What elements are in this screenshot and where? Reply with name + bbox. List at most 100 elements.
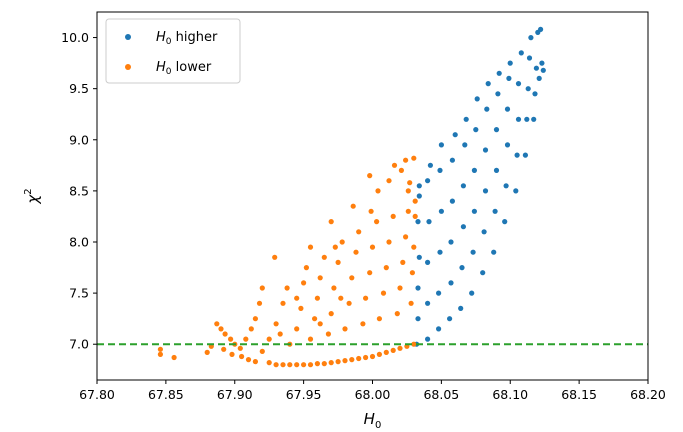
point-higher bbox=[515, 81, 522, 87]
point-lower bbox=[252, 316, 258, 322]
point-higher bbox=[469, 290, 475, 296]
point-higher bbox=[416, 193, 422, 199]
point-higher bbox=[540, 67, 546, 73]
point-higher bbox=[471, 167, 477, 173]
point-lower bbox=[356, 229, 362, 235]
legend: H0 higher H0 lower bbox=[105, 18, 241, 84]
point-higher bbox=[436, 290, 442, 296]
point-higher bbox=[536, 75, 542, 81]
point-lower bbox=[349, 357, 355, 363]
x-axis-label: H0 bbox=[364, 410, 382, 431]
point-higher bbox=[471, 208, 477, 214]
point-higher bbox=[452, 132, 458, 138]
point-lower bbox=[284, 285, 290, 291]
point-lower bbox=[171, 354, 177, 361]
point-lower bbox=[332, 244, 338, 250]
point-lower bbox=[272, 254, 278, 260]
point-lower bbox=[408, 300, 414, 306]
point-higher bbox=[480, 270, 486, 276]
point-lower bbox=[325, 331, 331, 337]
point-lower bbox=[314, 361, 320, 367]
point-lower bbox=[222, 331, 228, 337]
point-higher bbox=[532, 91, 538, 97]
point-higher bbox=[492, 208, 498, 214]
point-higher bbox=[473, 127, 479, 133]
point-lower bbox=[411, 341, 417, 347]
point-higher bbox=[437, 249, 443, 255]
point-lower bbox=[403, 157, 409, 163]
x-tick-label: 67.85 bbox=[148, 387, 184, 402]
x-tick-label: 68.10 bbox=[492, 387, 528, 402]
point-lower bbox=[397, 285, 403, 291]
point-lower bbox=[237, 345, 243, 351]
y-tick-label: 7.5 bbox=[69, 286, 89, 301]
point-lower bbox=[367, 270, 373, 276]
point-lower bbox=[386, 239, 392, 245]
x-tick-label: 68.05 bbox=[423, 387, 459, 402]
point-higher bbox=[526, 55, 533, 61]
y-tick-label: 8.0 bbox=[69, 235, 89, 250]
x-tick-label: 67.80 bbox=[79, 387, 115, 402]
point-lower bbox=[350, 203, 356, 209]
point-lower bbox=[380, 290, 387, 296]
point-higher bbox=[416, 183, 422, 189]
point-higher bbox=[470, 249, 476, 255]
point-lower bbox=[307, 244, 314, 250]
point-higher bbox=[481, 229, 487, 235]
point-lower bbox=[342, 326, 348, 332]
point-lower bbox=[331, 285, 337, 291]
point-higher bbox=[515, 116, 522, 122]
point-higher bbox=[449, 157, 455, 163]
legend-label-lower: H0 lower bbox=[156, 60, 212, 77]
point-higher bbox=[416, 254, 422, 260]
legend-marker-lower bbox=[125, 64, 131, 70]
point-higher bbox=[493, 167, 500, 173]
point-lower bbox=[259, 348, 265, 354]
legend-label-higher-sub: 0 bbox=[166, 37, 172, 47]
point-lower bbox=[390, 347, 396, 353]
point-lower bbox=[390, 213, 396, 219]
point-lower bbox=[335, 259, 341, 265]
point-lower bbox=[407, 180, 413, 186]
point-lower bbox=[342, 358, 348, 364]
point-lower bbox=[214, 321, 220, 327]
point-lower bbox=[314, 295, 320, 301]
point-higher bbox=[507, 60, 513, 66]
point-lower bbox=[369, 353, 376, 360]
point-higher bbox=[533, 65, 540, 71]
point-higher bbox=[415, 219, 421, 225]
point-higher bbox=[503, 183, 509, 189]
y-tick-label: 10.0 bbox=[61, 30, 89, 45]
point-lower bbox=[259, 285, 265, 291]
point-higher bbox=[426, 219, 432, 225]
y-tick-label: 9.5 bbox=[69, 81, 89, 96]
point-lower bbox=[280, 300, 286, 306]
point-lower bbox=[346, 300, 352, 306]
point-higher bbox=[437, 167, 443, 173]
y-axis-label: χ2 bbox=[23, 188, 42, 204]
point-higher bbox=[522, 152, 529, 158]
point-lower bbox=[328, 360, 334, 366]
point-higher bbox=[525, 86, 531, 92]
point-lower bbox=[411, 155, 417, 161]
point-lower bbox=[294, 362, 300, 368]
point-lower bbox=[273, 321, 279, 327]
point-higher bbox=[528, 35, 534, 41]
point-higher bbox=[484, 106, 490, 112]
point-higher bbox=[513, 188, 519, 194]
point-lower bbox=[328, 311, 334, 317]
point-lower bbox=[252, 359, 258, 365]
point-lower bbox=[369, 244, 376, 250]
point-higher bbox=[460, 224, 466, 230]
point-lower bbox=[312, 316, 318, 322]
point-higher bbox=[425, 336, 431, 342]
point-lower bbox=[400, 259, 406, 265]
point-higher bbox=[438, 142, 444, 148]
point-lower bbox=[394, 311, 400, 317]
point-higher bbox=[506, 75, 512, 81]
point-lower bbox=[294, 295, 300, 301]
point-lower bbox=[375, 188, 381, 194]
point-lower bbox=[405, 188, 411, 194]
point-higher bbox=[502, 219, 508, 225]
point-lower bbox=[368, 208, 374, 214]
